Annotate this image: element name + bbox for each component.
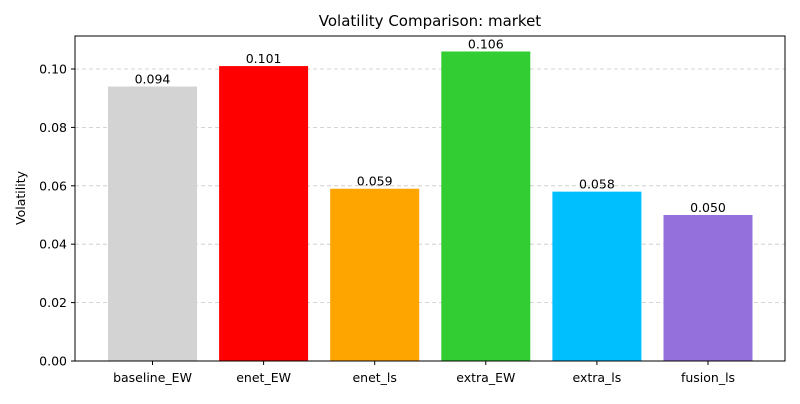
x-tick-label-baseline_EW: baseline_EW <box>113 370 192 385</box>
x-tick-label-extra_EW: extra_EW <box>456 370 515 385</box>
value-label-enet_EW: 0.101 <box>246 51 282 66</box>
x-axis-ticks: baseline_EW enet_EW enet_ls extra_EW extra_l… <box>113 361 735 385</box>
x-tick-label-extra_ls: extra_ls <box>572 370 621 385</box>
y-tick-label: 0.02 <box>39 295 67 310</box>
value-label-extra_ls: 0.058 <box>579 177 615 192</box>
x-tick-label-enet_EW: enet_EW <box>236 370 291 385</box>
bar-extra_EW <box>441 51 531 361</box>
value-label-enet_ls: 0.059 <box>357 174 393 189</box>
y-tick-label: 0.08 <box>39 120 67 135</box>
x-tick-label-fusion_ls: fusion_ls <box>681 370 735 385</box>
bar-enet_ls <box>330 188 420 361</box>
bar-fusion_ls <box>663 214 753 361</box>
bars <box>108 51 753 362</box>
y-tick-label: 0.00 <box>39 354 67 369</box>
value-label-extra_EW: 0.106 <box>468 36 504 51</box>
value-labels: 0.094 0.101 0.059 0.106 0.058 0.050 <box>135 36 726 215</box>
value-label-fusion_ls: 0.050 <box>690 200 726 215</box>
y-axis-ticks: 0.00 0.02 0.04 0.06 0.08 0.10 <box>39 61 75 369</box>
y-tick-label: 0.04 <box>39 237 67 252</box>
bar-enet_EW <box>219 66 309 362</box>
value-label-baseline_EW: 0.094 <box>135 72 171 87</box>
x-tick-label-enet_ls: enet_ls <box>352 370 396 385</box>
chart-title: Volatility Comparison: market <box>319 12 542 30</box>
bar-extra_ls <box>552 191 642 361</box>
axes-frame <box>74 35 786 362</box>
y-tick-label: 0.10 <box>39 61 67 76</box>
y-axis-label: Volatility <box>13 170 28 225</box>
y-tick-label: 0.06 <box>39 178 67 193</box>
bar-baseline_EW <box>108 86 197 361</box>
